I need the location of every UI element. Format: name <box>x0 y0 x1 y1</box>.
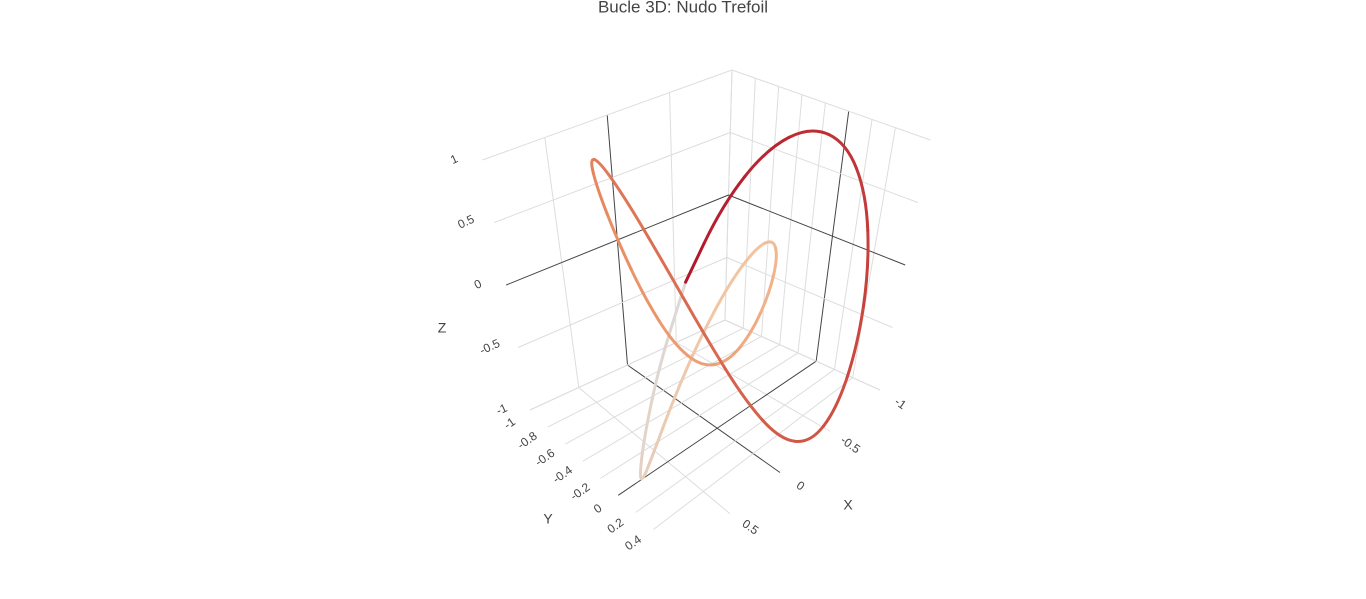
x-axis-title: X <box>843 497 853 513</box>
curve-segment <box>760 418 797 443</box>
y-tick-label: -1 <box>501 414 518 432</box>
curve-segment <box>722 365 764 422</box>
curve-segment <box>763 240 778 250</box>
zero-line <box>617 360 817 496</box>
grid <box>482 69 931 530</box>
z-tick-label: 1 <box>448 151 460 167</box>
grid-line <box>565 336 762 445</box>
curve-segment <box>827 132 858 170</box>
curve-segment <box>646 426 665 470</box>
curve-segment <box>661 369 688 430</box>
curve-segment <box>610 177 645 231</box>
z-tick-label: 0.5 <box>455 212 476 232</box>
z-tick-label: 0 <box>472 276 484 292</box>
curve-segment <box>684 241 706 284</box>
curve-segment <box>787 129 831 139</box>
x-tick-label: -1 <box>892 395 909 413</box>
curve-segment <box>650 321 675 401</box>
y-tick-label: 0.2 <box>605 515 627 536</box>
curve-segment <box>638 452 644 480</box>
y-axis-title: Y <box>543 511 553 527</box>
zero-line <box>728 194 906 266</box>
grid-line <box>600 352 799 479</box>
curve-segment <box>639 466 650 481</box>
z-axis-title: Z <box>438 320 447 336</box>
curve-segment <box>845 304 865 379</box>
curve-segment <box>861 229 870 308</box>
grid-line <box>517 257 727 348</box>
grid-line <box>731 69 931 141</box>
curve-segment <box>854 166 870 233</box>
y-tick-label: -0.4 <box>550 463 575 487</box>
curve-segment <box>702 175 747 245</box>
labels: X Y Z -1-0.500.5-1-0.8-0.6-0.4-0.200.20.… <box>438 151 909 553</box>
curve-segment <box>684 310 716 373</box>
curve-segment <box>591 171 609 216</box>
grid-line <box>482 69 733 161</box>
grid-line <box>730 132 918 203</box>
x-tick-label: 0.5 <box>740 517 762 538</box>
chart-title: Bucle 3D: Nudo Trefoil <box>598 0 768 16</box>
curve-segment <box>743 135 791 179</box>
x-tick-label: -0.5 <box>838 433 863 457</box>
y-tick-label: 0 <box>591 501 605 516</box>
z-tick-label: -0.5 <box>477 336 502 358</box>
grid-line <box>726 257 893 328</box>
curve-segment <box>681 295 726 369</box>
grid-line <box>582 344 780 462</box>
grid-line <box>529 319 726 411</box>
curve-segment <box>758 273 776 315</box>
y-tick-label: -0.2 <box>568 480 593 504</box>
zero-line <box>627 364 781 473</box>
curve-segment <box>605 212 633 271</box>
curve-segment <box>629 267 661 323</box>
curve-segment <box>738 311 762 350</box>
curve <box>590 129 870 481</box>
x-tick-label: 0 <box>794 478 808 493</box>
curve-segment <box>686 353 717 367</box>
curve-segment <box>772 246 778 277</box>
y-tick-label: -0.8 <box>515 429 540 453</box>
curve-segment <box>793 424 825 443</box>
curve-segment <box>592 158 614 181</box>
grid-line <box>676 342 831 432</box>
y-tick-label: 0.4 <box>622 532 644 553</box>
curve-segment <box>590 157 596 175</box>
curve-segment <box>640 397 654 456</box>
grid-line <box>635 369 835 513</box>
curve-segment <box>641 227 685 299</box>
curve-segment <box>821 375 849 428</box>
y-tick-label: -0.6 <box>532 446 557 470</box>
curve-segment <box>657 319 690 357</box>
curve-segment <box>740 241 767 268</box>
curve-segment <box>712 264 744 314</box>
curve-segment <box>713 346 742 366</box>
grid-line <box>653 377 853 530</box>
